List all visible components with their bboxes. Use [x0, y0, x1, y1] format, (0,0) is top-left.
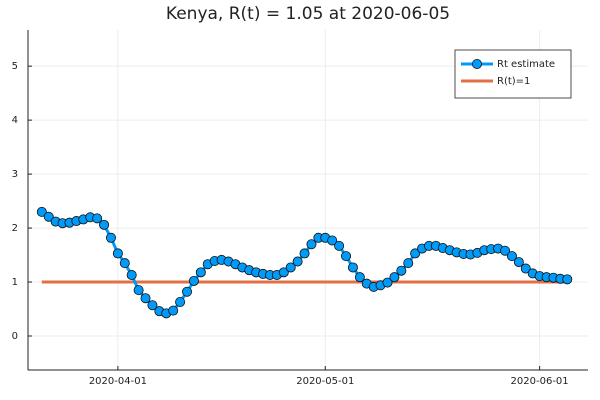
y-tick-label: 0	[12, 331, 18, 342]
legend-label: Rt estimate	[497, 59, 555, 70]
data-point	[299, 248, 310, 259]
data-point	[327, 235, 338, 246]
data-point	[92, 213, 103, 224]
data-point	[396, 265, 407, 276]
data-point	[36, 206, 47, 217]
data-point	[520, 263, 531, 274]
data-point	[278, 267, 289, 278]
chart-title: Kenya, R(t) = 1.05 at 2020-06-05	[166, 4, 450, 24]
data-point	[105, 232, 116, 243]
data-point	[99, 219, 110, 230]
data-point	[347, 262, 358, 273]
y-tick-label: 3	[12, 169, 18, 180]
legend-label: R(t)=1	[497, 76, 530, 87]
data-point	[195, 267, 206, 278]
data-point	[500, 245, 511, 256]
data-point	[133, 285, 144, 296]
data-point	[119, 258, 130, 269]
data-point	[168, 305, 179, 316]
data-point	[175, 296, 186, 307]
legend-box	[454, 49, 572, 99]
data-point	[182, 286, 193, 297]
data-point	[341, 251, 352, 262]
y-tick-label: 2	[12, 223, 18, 234]
data-point	[389, 272, 400, 283]
data-point	[285, 262, 296, 273]
y-tick-label: 1	[12, 277, 18, 288]
data-point	[140, 293, 151, 304]
data-point	[147, 300, 158, 311]
x-tick-label: 2020-06-01	[511, 376, 569, 387]
data-point	[43, 211, 54, 222]
data-point	[506, 251, 517, 262]
x-tick-label: 2020-05-01	[296, 376, 354, 387]
data-point	[126, 270, 137, 281]
data-point	[292, 256, 303, 267]
data-point	[562, 274, 573, 285]
data-point	[410, 248, 421, 259]
y-tick-label: 4	[12, 115, 18, 126]
data-point	[306, 239, 317, 250]
data-point	[513, 257, 524, 268]
data-point	[188, 275, 199, 286]
data-point	[354, 272, 365, 283]
data-point	[334, 240, 345, 251]
data-point	[112, 248, 123, 259]
data-point	[403, 258, 414, 269]
y-tick-label: 5	[12, 61, 18, 72]
x-tick-label: 2020-04-01	[89, 376, 147, 387]
legend-marker	[471, 59, 482, 70]
data-point	[382, 277, 393, 288]
